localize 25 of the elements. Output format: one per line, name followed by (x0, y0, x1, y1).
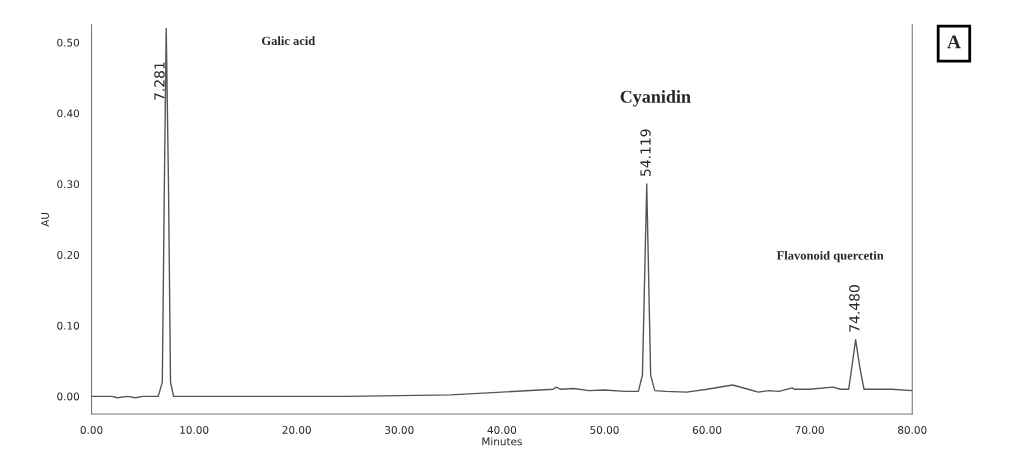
x-tick-label: 30.00 (385, 426, 414, 434)
x-tick-label: 20.00 (282, 426, 311, 434)
x-tick-label: 10.00 (180, 426, 209, 434)
annotation: 74.480 (849, 285, 860, 332)
x-tick-label: 60.00 (692, 426, 722, 434)
y-tick-label: 0.40 (57, 109, 80, 118)
annotation: Galic acid (262, 36, 316, 46)
y-axis-title: AU (41, 212, 49, 227)
x-tick-label: 0.00 (80, 426, 103, 434)
x-tick-label: 50.00 (590, 426, 619, 434)
line-series (91, 27, 913, 399)
x-tick-label: 70.00 (795, 426, 824, 434)
annotation: 7.281 (154, 62, 165, 100)
text: A (947, 35, 961, 49)
y-tick-label: 0.50 (57, 38, 80, 47)
x-tick-label: 40.00 (487, 426, 517, 434)
x-axis-title: Minutes (482, 437, 522, 446)
x-tick-label: 80.00 (898, 426, 927, 434)
y-tick-label: 0.20 (57, 251, 80, 259)
annotation: Cyanidin (620, 90, 691, 107)
y-tick-label: 0.10 (57, 321, 80, 330)
y-tick-label: 0.30 (57, 180, 80, 189)
y-tick-label: 0.00 (57, 392, 80, 401)
annotation: 54.119 (640, 129, 651, 176)
annotation: Flavonoid quercetin (776, 250, 884, 263)
